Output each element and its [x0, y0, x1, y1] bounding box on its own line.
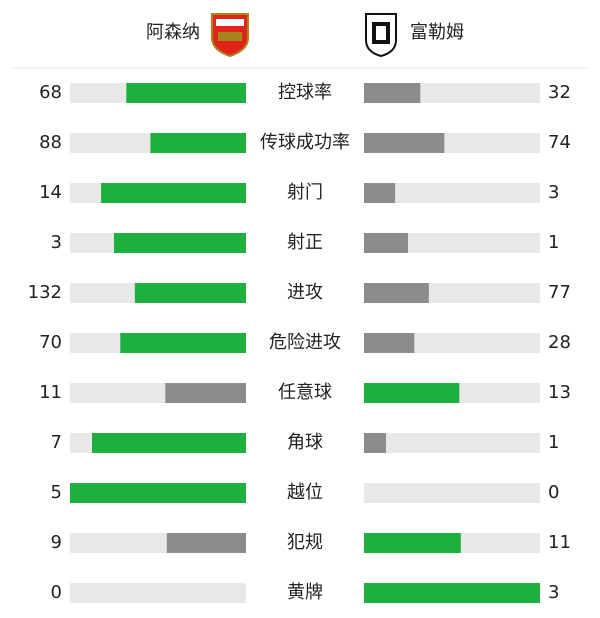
stat-label: 射门 [287, 182, 323, 203]
stat-label: 控球率 [278, 82, 332, 103]
home-team: 阿森纳 [146, 22, 200, 43]
away-value: 1 [548, 232, 559, 253]
away-track [364, 433, 540, 453]
away-bar [364, 533, 461, 553]
home-value: 7 [51, 432, 62, 453]
stat-label: 进攻 [287, 282, 323, 303]
away-track [364, 483, 540, 503]
away-bar [364, 233, 408, 253]
home-bar [101, 183, 246, 203]
home-bar [150, 133, 246, 153]
away-bar [364, 383, 460, 403]
away-value: 3 [548, 182, 559, 203]
home-value: 88 [39, 132, 62, 153]
stat-label: 角球 [287, 432, 323, 453]
away-logo [365, 13, 397, 58]
away-bar [364, 83, 421, 103]
away-bar [364, 133, 445, 153]
stat-label: 危险进攻 [269, 332, 341, 353]
away-value: 11 [548, 532, 571, 553]
stat-label: 任意球 [278, 382, 332, 403]
home-value: 9 [51, 532, 62, 553]
stat-label: 传球成功率 [260, 132, 350, 153]
home-value: 3 [51, 232, 62, 253]
away-value: 74 [548, 132, 571, 153]
stat-label: 黄牌 [287, 582, 323, 603]
home-bar [165, 383, 246, 403]
home-value: 68 [39, 82, 62, 103]
home-value: 14 [39, 182, 62, 203]
away-bar [364, 433, 386, 453]
home-bar [126, 83, 246, 103]
home-value: 70 [39, 332, 62, 353]
away-value: 0 [548, 482, 559, 503]
away-team: 富勒姆 [410, 22, 464, 43]
away-bar [364, 333, 415, 353]
stat-label: 射正 [287, 232, 323, 253]
home-bar [166, 533, 246, 553]
home-value: 132 [28, 282, 62, 303]
away-value: 32 [548, 82, 571, 103]
home-bar [114, 233, 246, 253]
home-bar [70, 483, 246, 503]
home-value: 5 [51, 482, 62, 503]
away-value: 77 [548, 282, 571, 303]
away-value: 3 [548, 582, 559, 603]
home-track [70, 583, 246, 603]
home-logo [211, 13, 249, 58]
away-value: 1 [548, 432, 559, 453]
away-value: 28 [548, 332, 571, 353]
stat-label: 犯规 [287, 532, 323, 553]
stat-label: 越位 [287, 482, 323, 503]
home-value: 0 [51, 582, 62, 603]
away-track [364, 183, 540, 203]
away-bar [364, 283, 429, 303]
away-value: 13 [548, 382, 571, 403]
away-bar [364, 583, 540, 603]
home-value: 11 [39, 382, 62, 403]
home-bar [134, 283, 246, 303]
home-bar [120, 333, 246, 353]
home-bar [92, 433, 246, 453]
away-bar [364, 183, 396, 203]
